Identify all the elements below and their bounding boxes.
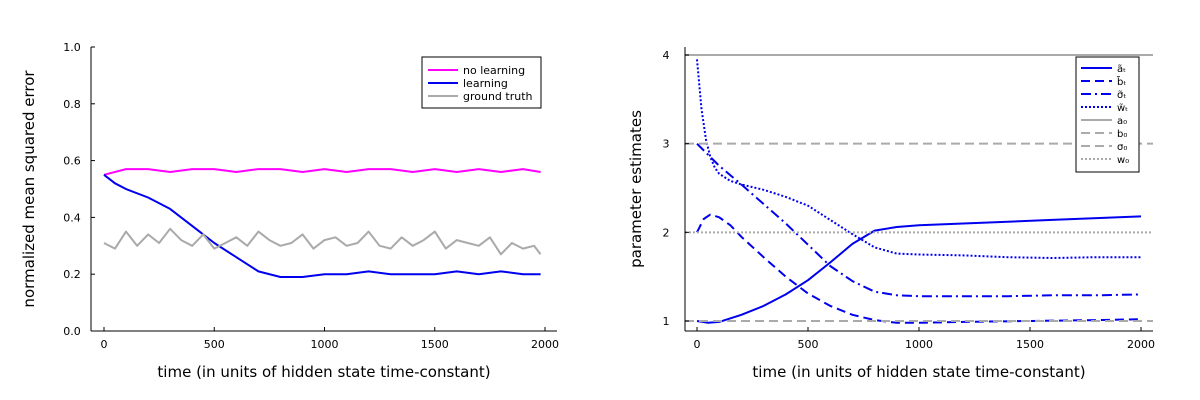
left-x-axis-label: time (in units of hidden state time-cons… [157, 363, 490, 381]
x-tick-label: 0 [694, 338, 701, 351]
x-tick-label: 500 [798, 338, 819, 351]
left-ticks: 0 500 1000 1500 2000 0.0 0.2 0.4 0.6 0.8 1.0 [63, 41, 559, 351]
series-line-0 [696, 215, 1142, 324]
right-legend-box [1075, 56, 1140, 173]
x-tick-label: 2000 [1127, 338, 1155, 351]
x-tick-label: 500 [204, 338, 225, 351]
left-legend-label-2: ground truth [463, 90, 533, 103]
y-tick-label: 0.0 [63, 325, 81, 338]
x-tick-label: 1500 [421, 338, 449, 351]
left-legend: no learning learning ground truth [421, 56, 542, 109]
left-legend-label-0: no learning [463, 64, 525, 77]
series-line-1 [696, 213, 1142, 324]
y-tick-label: 1.0 [63, 41, 81, 54]
series-line-3 [696, 59, 1141, 259]
left-legend-label-1: learning [463, 77, 508, 90]
y-tick-label: 1 [663, 315, 670, 328]
x-tick-label: 1500 [1016, 338, 1044, 351]
left-chart: 0 500 1000 1500 2000 0.0 0.2 0.4 0.6 0.8 1.0 time … [20, 41, 559, 381]
right-legend-label-2: σ̃ₜ [1117, 89, 1126, 101]
y-tick-label: 3 [663, 138, 670, 151]
series-line-1 [103, 174, 541, 278]
series-line-0 [103, 168, 541, 176]
right-ticks: 0 500 1000 1500 2000 1 2 3 4 [663, 49, 1156, 351]
right-legend: ãₜ b̃ₜ σ̃ₜ w̃ₜ a₀ b₀ σ₀ w₀ [1075, 56, 1140, 173]
y-tick-label: 2 [663, 226, 670, 239]
y-tick-label: 0.6 [63, 155, 81, 168]
right-series-layer [685, 54, 1153, 324]
right-legend-label-1: b̃ₜ [1116, 75, 1126, 88]
y-tick-label: 0.2 [63, 268, 81, 281]
y-tick-label: 0.8 [63, 98, 81, 111]
right-legend-label-5: b₀ [1117, 129, 1127, 140]
x-tick-label: 1000 [905, 338, 933, 351]
series-line-2 [696, 142, 1142, 298]
y-tick-label: 4 [663, 49, 670, 62]
right-legend-label-3: w̃ₜ [1117, 102, 1128, 114]
x-tick-label: 1000 [311, 338, 339, 351]
right-chart: 0 500 1000 1500 2000 1 2 3 4 time (in units of h… [627, 47, 1155, 381]
left-y-axis-label: normalized mean squared error [20, 70, 38, 308]
left-series-layer [103, 168, 542, 278]
right-x-axis-label: time (in units of hidden state time-cons… [752, 363, 1085, 381]
y-tick-label: 0.4 [63, 211, 81, 224]
right-legend-label-4: a₀ [1117, 116, 1127, 127]
x-tick-label: 0 [101, 338, 108, 351]
x-tick-label: 2000 [531, 338, 559, 351]
series-line-2 [103, 227, 542, 256]
right-legend-label-7: w₀ [1117, 155, 1129, 166]
right-legend-label-6: σ₀ [1117, 142, 1127, 153]
right-y-axis-label: parameter estimates [627, 110, 645, 268]
right-legend-label-0: ãₜ [1117, 64, 1126, 75]
